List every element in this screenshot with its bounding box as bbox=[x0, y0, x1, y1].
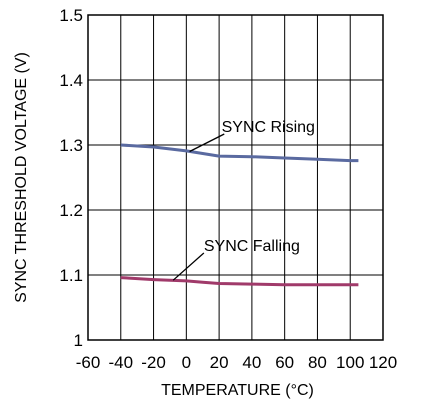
x-tick-label: 120 bbox=[369, 353, 397, 372]
annotation-sync-rising: SYNC Rising bbox=[222, 119, 315, 136]
plot-frame bbox=[87, 14, 384, 341]
leader-line bbox=[172, 252, 205, 281]
x-tick-label: 80 bbox=[308, 353, 327, 372]
x-tick-label: -60 bbox=[76, 353, 101, 372]
x-axis-title: TEMPERATURE (°C) bbox=[161, 382, 314, 399]
y-tick-label: 1.4 bbox=[59, 71, 83, 90]
y-tick-label: 1.1 bbox=[59, 266, 83, 285]
y-tick-label: 1.5 bbox=[59, 6, 83, 25]
leader-line bbox=[189, 133, 225, 153]
x-tick-label: 40 bbox=[242, 353, 261, 372]
annotation-layer: SYNC Rising SYNC Falling bbox=[172, 119, 315, 281]
series-line-sync-falling bbox=[120, 276, 359, 287]
annotation-sync-falling: SYNC Falling bbox=[204, 238, 300, 255]
x-tick-label: 60 bbox=[275, 353, 294, 372]
x-tick-label: 0 bbox=[182, 353, 191, 372]
series-layer bbox=[120, 143, 359, 287]
x-tick-label: 20 bbox=[210, 353, 229, 372]
y-tick-label: 1 bbox=[74, 331, 83, 350]
y-axis-title: SYNC THRESHOLD VOLTAGE (V) bbox=[13, 52, 30, 303]
grid bbox=[88, 15, 383, 340]
x-tick-label: -40 bbox=[108, 353, 133, 372]
x-tick-label: 100 bbox=[336, 353, 364, 372]
y-tick-labels: 1 1.1 1.2 1.3 1.4 1.5 bbox=[59, 6, 83, 350]
x-tick-label: -20 bbox=[141, 353, 166, 372]
y-tick-label: 1.3 bbox=[59, 136, 83, 155]
y-tick-label: 1.2 bbox=[59, 201, 83, 220]
series-line-sync-rising bbox=[120, 143, 359, 163]
x-tick-labels: -60 -40 -20 0 20 40 60 80 100 120 bbox=[76, 353, 397, 372]
